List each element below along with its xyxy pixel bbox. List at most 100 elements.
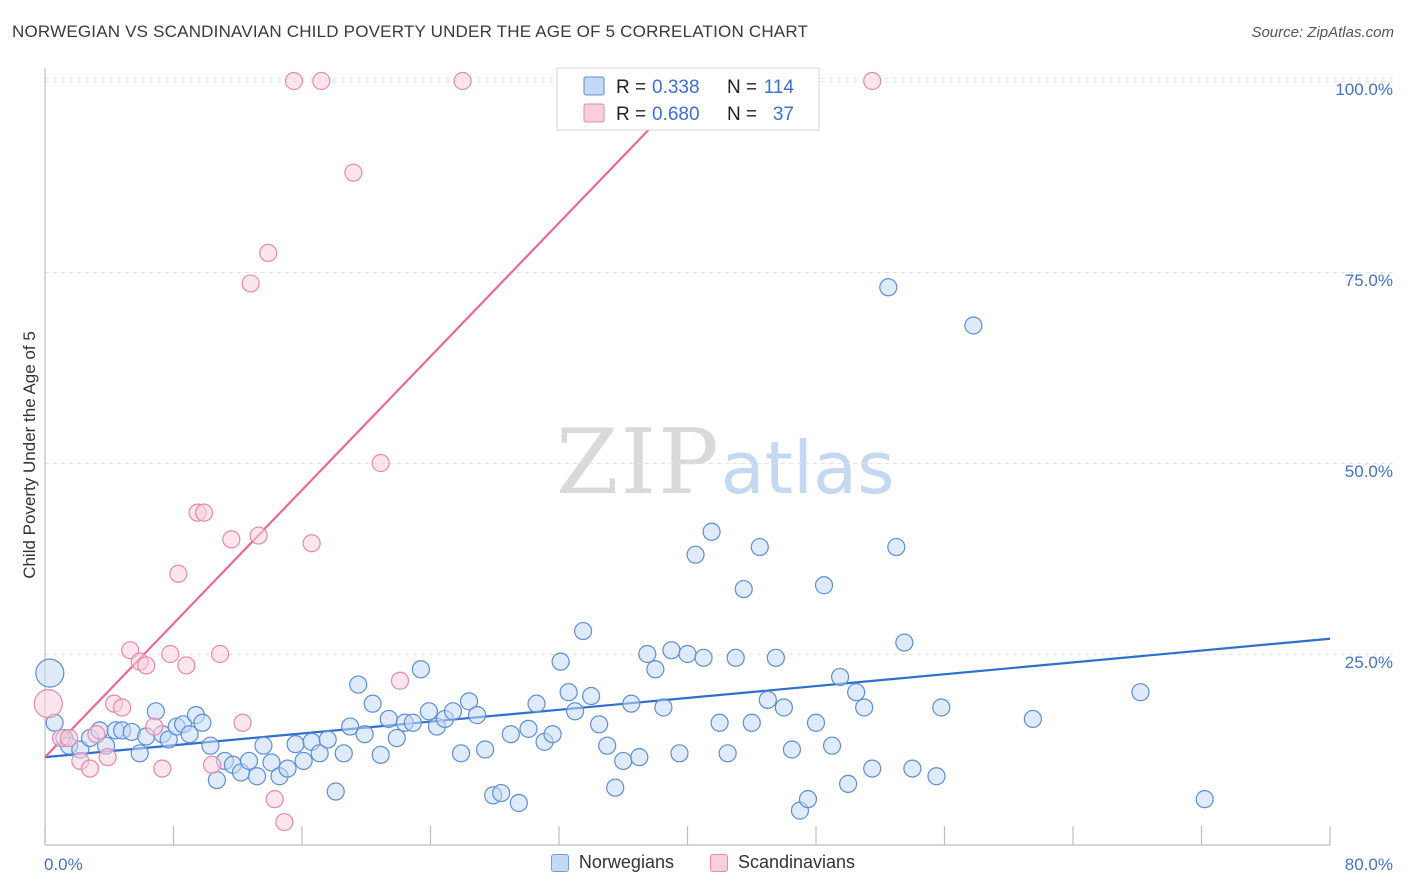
norwegian-point-96 [798,790,818,809]
norwegian-point-91 [758,690,777,709]
y-tick-label-2: 75.0% [1345,271,1393,290]
norwegian-point-82 [686,545,705,564]
norwegian-point-21 [201,736,220,755]
norwegian-point-98 [814,576,834,595]
grid-lines [45,78,1395,655]
norwegian-point-106 [887,537,906,557]
scandinavian-point-11 [137,656,156,675]
norwegian-point-109 [927,767,946,786]
norwegian-point-60 [509,793,528,813]
y-tick-label-0: 25.0% [1345,653,1393,672]
norwegian-point-26 [239,751,259,771]
norwegian-point-20 [193,713,212,732]
norwegian-point-54 [459,692,479,711]
norwegian-point-87 [726,648,745,667]
scandinavian-point-2 [59,728,79,748]
norwegian-point-15 [159,730,178,749]
norwegian-point-108 [903,759,922,778]
norwegian-point-45 [387,728,406,748]
scandinavian-point-26 [265,790,284,809]
legend-r-value-0: 0.338 [652,77,700,98]
scandinavian-point-18 [194,503,214,522]
scandinavian-point-12 [145,717,164,736]
scandinavian-point-15 [169,564,188,583]
norwegian-point-33 [294,751,313,771]
scandinavian-point-30 [312,71,331,91]
scandinavian-point-35 [863,71,882,91]
norwegian-point-55 [467,706,487,725]
legend-n-label-0: N = [727,77,757,98]
scandinavian-point-33 [390,671,410,690]
scandinavian-point-27 [275,812,294,832]
legend-n-value-1: 37 [773,104,794,125]
norwegian-point-22 [207,770,226,790]
legend-label-scandinavians: Scandinavians [737,852,856,872]
legend-swatch-1 [583,103,605,123]
legend-item-norwegians[interactable]: Norwegians [550,852,674,873]
norwegian-point-47 [403,713,422,732]
norwegian-point-97 [806,713,826,732]
norwegian-point-105 [879,278,898,297]
norwegian-point-65 [551,652,570,671]
norwegian-point-40 [349,675,368,694]
legend-item-scandinavians[interactable]: Scandinavians [709,852,856,873]
legend-r-label-1: R = [616,104,646,125]
norwegian-point-48 [411,660,430,679]
norwegian-point-42 [363,694,382,713]
scandinavian-point-4 [80,759,100,778]
data-points [33,71,1214,832]
scandinavian-point-22 [233,713,252,732]
norwegian-point-74 [622,694,641,713]
scandinavian-point-20 [210,644,230,664]
norwegian-point-39 [341,717,360,736]
norwegian-point-43 [371,745,390,764]
norwegian-point-72 [606,778,625,797]
tick-labels: 25.0% 50.0% 75.0% 100.0% 0.0% 80.0% [44,80,1393,874]
norwegian-point-77 [646,660,665,679]
legend-r-value-1: 0.680 [652,104,700,125]
norwegian-point-56 [476,740,495,759]
y-tick-label-3: 100.0% [1335,80,1393,99]
source-credit: Source: ZipAtlas.com [1251,24,1394,41]
norwegian-point-76 [638,644,657,664]
norwegian-point-38 [334,744,353,763]
norwegian-point-81 [678,644,697,664]
norwegian-point-68 [573,621,593,641]
norwegian-point-111 [964,316,983,335]
norwegian-point-73 [614,751,633,771]
norwegian-point-94 [782,740,802,759]
norwegian-point-13 [146,702,165,721]
norwegian-point-35 [310,744,329,763]
norwegian-point-28 [254,736,273,755]
norwegian-point-90 [750,537,769,557]
norwegian-point-31 [278,759,297,778]
scandinavian-point-6 [98,748,117,767]
norwegian-point-84 [702,522,721,541]
norwegian-point-112 [1023,709,1042,729]
scandinavian-point-16 [177,656,196,675]
norwegian-point-79 [662,641,681,660]
norwegian-point-59 [501,725,520,744]
norwegian-point-107 [895,633,914,652]
scandinavian-point-24 [249,526,268,545]
x-tick-label-0: 0.0% [44,855,83,874]
scandinavian-point-32 [371,453,390,473]
norwegian-point-64 [543,725,562,744]
scandinavian-point-14 [161,644,180,664]
norwegian-point-100 [830,667,850,687]
norwegian-point-92 [766,648,785,667]
y-tick-label-1: 50.0% [1345,462,1393,481]
trend-lines [44,80,1331,759]
norwegian-point-101 [839,774,858,793]
legend-swatch-pink [709,853,728,872]
norwegian-point-58 [492,783,511,803]
norwegian-point-41 [355,725,374,744]
norwegian-point-99 [822,736,842,755]
norwegian-point-62 [527,694,546,713]
norwegian-point-71 [598,736,617,755]
scandinavian-point-19 [202,755,222,774]
norwegian-point-78 [654,698,673,717]
norwegian-point-80 [670,744,689,763]
norwegian-point-69 [582,686,601,706]
